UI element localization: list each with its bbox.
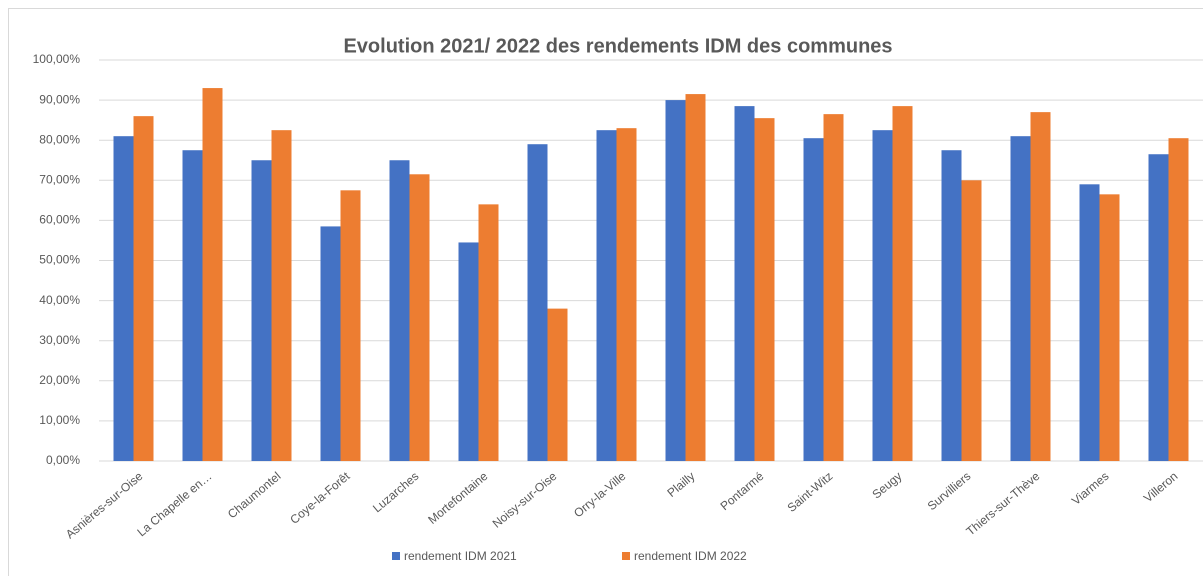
bar <box>1079 184 1100 461</box>
bar <box>320 226 341 461</box>
bar <box>1010 136 1031 461</box>
bar <box>478 204 499 462</box>
y-tick-label: 30,00% <box>39 333 80 347</box>
legend-label: rendement IDM 2021 <box>404 549 517 563</box>
y-tick-label: 50,00% <box>39 253 80 267</box>
y-tick-label: 70,00% <box>39 172 80 186</box>
bar <box>823 114 844 461</box>
y-tick-label: 40,00% <box>39 293 80 307</box>
bar <box>1030 112 1051 461</box>
y-tick-label: 60,00% <box>39 213 80 227</box>
bar <box>1148 154 1169 462</box>
bar <box>202 88 223 461</box>
bar <box>133 116 154 461</box>
bar <box>340 190 361 461</box>
bar <box>1099 194 1120 461</box>
bar <box>113 136 134 461</box>
bar <box>803 138 824 461</box>
y-tick-label: 100,00% <box>33 52 81 66</box>
bar <box>961 180 982 462</box>
bar <box>458 242 479 461</box>
bar <box>754 118 775 462</box>
bar <box>271 130 292 462</box>
bar <box>547 308 568 461</box>
legend-swatch <box>622 552 630 560</box>
bar <box>734 106 755 462</box>
bar <box>596 130 617 462</box>
bar <box>616 128 637 462</box>
bar <box>941 150 962 461</box>
bar <box>389 160 410 461</box>
bar <box>1168 138 1189 461</box>
bar <box>527 144 548 461</box>
y-tick-label: 20,00% <box>39 373 80 387</box>
bar <box>182 150 203 461</box>
bar <box>685 94 706 462</box>
legend-label: rendement IDM 2022 <box>634 549 747 563</box>
chart-title: Evolution 2021/ 2022 des rendements IDM … <box>343 35 892 57</box>
bar <box>665 100 686 461</box>
y-tick-label: 10,00% <box>39 413 80 427</box>
y-tick-label: 0,00% <box>46 453 80 467</box>
bar <box>872 130 893 462</box>
y-tick-label: 80,00% <box>39 132 80 146</box>
legend-swatch <box>392 552 400 560</box>
y-tick-label: 90,00% <box>39 92 80 106</box>
bar <box>409 174 430 461</box>
bar <box>251 160 272 461</box>
bar <box>892 106 913 462</box>
